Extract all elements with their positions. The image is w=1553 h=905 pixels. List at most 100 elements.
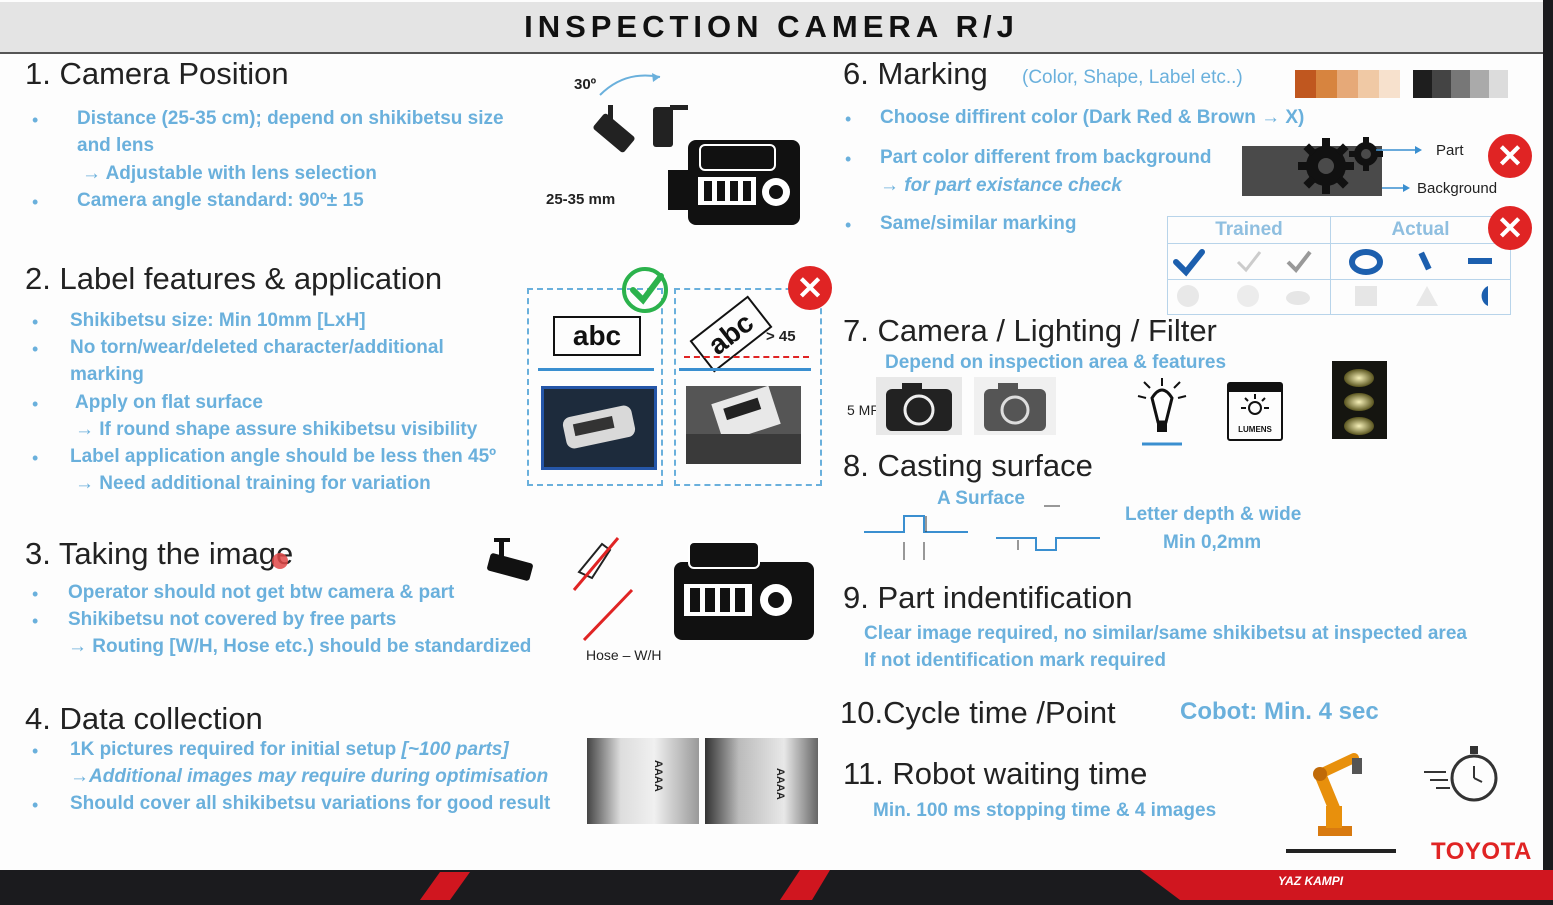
color-swatch bbox=[1379, 70, 1400, 98]
color-swatch bbox=[1337, 70, 1358, 98]
divider bbox=[1168, 279, 1510, 280]
ellipse-mark bbox=[1349, 249, 1383, 275]
bad-label-photo bbox=[686, 386, 801, 464]
s3-bullet-2: Shikibetsu not covered by free parts bbox=[68, 609, 397, 630]
bullet: • bbox=[32, 741, 39, 761]
s4-bullet-1-sub: →Additional images may require during op… bbox=[70, 766, 549, 787]
angle-guide bbox=[684, 356, 809, 358]
min-depth-label: Min 0,2mm bbox=[1163, 532, 1262, 553]
section-7-heading: 7. Camera / Lighting / Filter bbox=[843, 313, 1217, 348]
obstruction-diagram bbox=[487, 537, 814, 642]
circle-mark bbox=[1177, 285, 1199, 307]
color-swatch bbox=[1489, 70, 1508, 98]
slash-mark bbox=[1418, 251, 1432, 271]
s1-bullet-2: Camera angle standard: 90º± 15 bbox=[77, 190, 364, 211]
megapixel-label: 5 MP bbox=[847, 402, 880, 418]
letter-depth-label: Letter depth & wide bbox=[1125, 504, 1302, 525]
square-mark bbox=[1355, 286, 1377, 306]
svg-text:AAAA: AAAA bbox=[774, 768, 786, 800]
label-rotated: abc bbox=[689, 295, 773, 373]
good-label-photo bbox=[541, 386, 657, 470]
bullet: • bbox=[32, 312, 39, 332]
a-surface-label: A Surface bbox=[937, 488, 1025, 509]
engine-icon bbox=[668, 140, 800, 225]
check-icon bbox=[622, 267, 668, 313]
camera-icon bbox=[984, 383, 1046, 431]
divider bbox=[679, 368, 811, 371]
label-good: abc bbox=[553, 316, 641, 356]
divider bbox=[1330, 217, 1331, 314]
lumens-text: LUMENS bbox=[1238, 425, 1272, 434]
cross-line bbox=[582, 588, 634, 642]
bottom-strip: YAZ KAMPI bbox=[0, 870, 1553, 900]
angle-over-45: > 45 bbox=[766, 328, 796, 345]
color-swatch bbox=[1413, 70, 1432, 98]
color-swatch bbox=[1451, 70, 1470, 98]
s2-bullet-1: Shikibetsu size: Min 10mm [LxH] bbox=[70, 310, 366, 331]
s6-bullet-1: Choose diffirent color (Dark Red & Brown… bbox=[880, 107, 1305, 128]
gear-icon bbox=[1298, 138, 1354, 194]
data-photo-1: AAAA bbox=[587, 738, 699, 824]
section-9-heading: 9. Part indentification bbox=[843, 580, 1133, 615]
angle-arc bbox=[599, 74, 661, 96]
dash-mark bbox=[1468, 258, 1492, 264]
bullet: • bbox=[32, 795, 39, 815]
camera-icon bbox=[487, 538, 533, 581]
bullet: • bbox=[32, 192, 39, 212]
x-icon: ✕ bbox=[1488, 206, 1532, 250]
s3-bullet-1: Operator should not get btw camera & par… bbox=[68, 582, 455, 603]
color-swatch bbox=[1316, 70, 1337, 98]
hand-icon bbox=[577, 542, 612, 580]
section-1-heading: 1. Camera Position bbox=[25, 56, 289, 91]
distance-label: 25-35 mm bbox=[546, 191, 616, 208]
trained-header: Trained bbox=[1168, 217, 1331, 244]
gear-icon bbox=[1349, 137, 1383, 171]
bullet: • bbox=[845, 109, 852, 129]
lumens-icon: LUMENS bbox=[1227, 382, 1283, 441]
s9-line-2: If not identification mark required bbox=[864, 650, 1166, 671]
s2-bullet-2: No torn/wear/deleted character/additiona… bbox=[70, 337, 444, 358]
circle-mark bbox=[1237, 285, 1259, 307]
check-icon bbox=[1286, 250, 1312, 274]
s4-bullet-1-text: 1K pictures required for initial setup bbox=[70, 739, 402, 760]
camera-engine-diagram bbox=[593, 73, 800, 225]
section-6-heading: 6. Marking bbox=[843, 56, 988, 91]
robot-arm-icon bbox=[1313, 753, 1362, 836]
camera-icons bbox=[876, 377, 1056, 435]
color-swatch bbox=[1470, 70, 1489, 98]
background-label: Background bbox=[1417, 180, 1498, 197]
lighting-photo bbox=[1332, 361, 1387, 439]
angle-label: 30º bbox=[574, 76, 597, 93]
bullet: • bbox=[32, 448, 39, 468]
toyota-logo: TOYOTA bbox=[1431, 838, 1532, 865]
camera-icon bbox=[653, 105, 688, 147]
pointer-dot bbox=[272, 553, 288, 569]
gear-part-diagram bbox=[1242, 137, 1422, 196]
bullet: • bbox=[845, 149, 852, 169]
half-circle-mark bbox=[1481, 286, 1488, 306]
divider bbox=[538, 368, 654, 371]
part-label: Part bbox=[1436, 142, 1464, 159]
camera-icon bbox=[593, 105, 635, 153]
gray-color-swatches bbox=[1413, 70, 1508, 98]
s1-bullet-1-sub: → Adjustable with lens selection bbox=[82, 163, 377, 184]
bullet: • bbox=[32, 394, 39, 414]
section-4-heading: 4. Data collection bbox=[25, 701, 263, 736]
hose-label: Hose – W/H bbox=[586, 647, 662, 663]
footer-text: YAZ KAMPI bbox=[1278, 874, 1344, 888]
section-11-heading: 11. Robot waiting time bbox=[843, 756, 1148, 791]
s6-subtitle: (Color, Shape, Label etc..) bbox=[1022, 67, 1243, 88]
color-swatch bbox=[1432, 70, 1451, 98]
arrow-head bbox=[652, 73, 660, 82]
s2-bullet-3-sub: → If round shape assure shikibetsu visib… bbox=[75, 419, 478, 440]
s4-bullet-1: 1K pictures required for initial setup [… bbox=[70, 739, 509, 761]
bullet: • bbox=[32, 110, 39, 130]
s11-note: Min. 100 ms stopping time & 4 images bbox=[873, 800, 1217, 821]
data-photo-2: AAAA bbox=[705, 738, 818, 824]
s4-bullet-1-italic: [~100 parts] bbox=[401, 739, 509, 760]
s2-bullet-4-sub: → Need additional training for variation bbox=[75, 473, 431, 494]
s1-bullet-1-cont: and lens bbox=[77, 135, 155, 156]
title-bar: INSPECTION CAMERA R/J bbox=[0, 2, 1543, 54]
cycle-time-note: Cobot: Min. 4 sec bbox=[1180, 698, 1379, 725]
casting-surface-diagram bbox=[864, 505, 1100, 560]
